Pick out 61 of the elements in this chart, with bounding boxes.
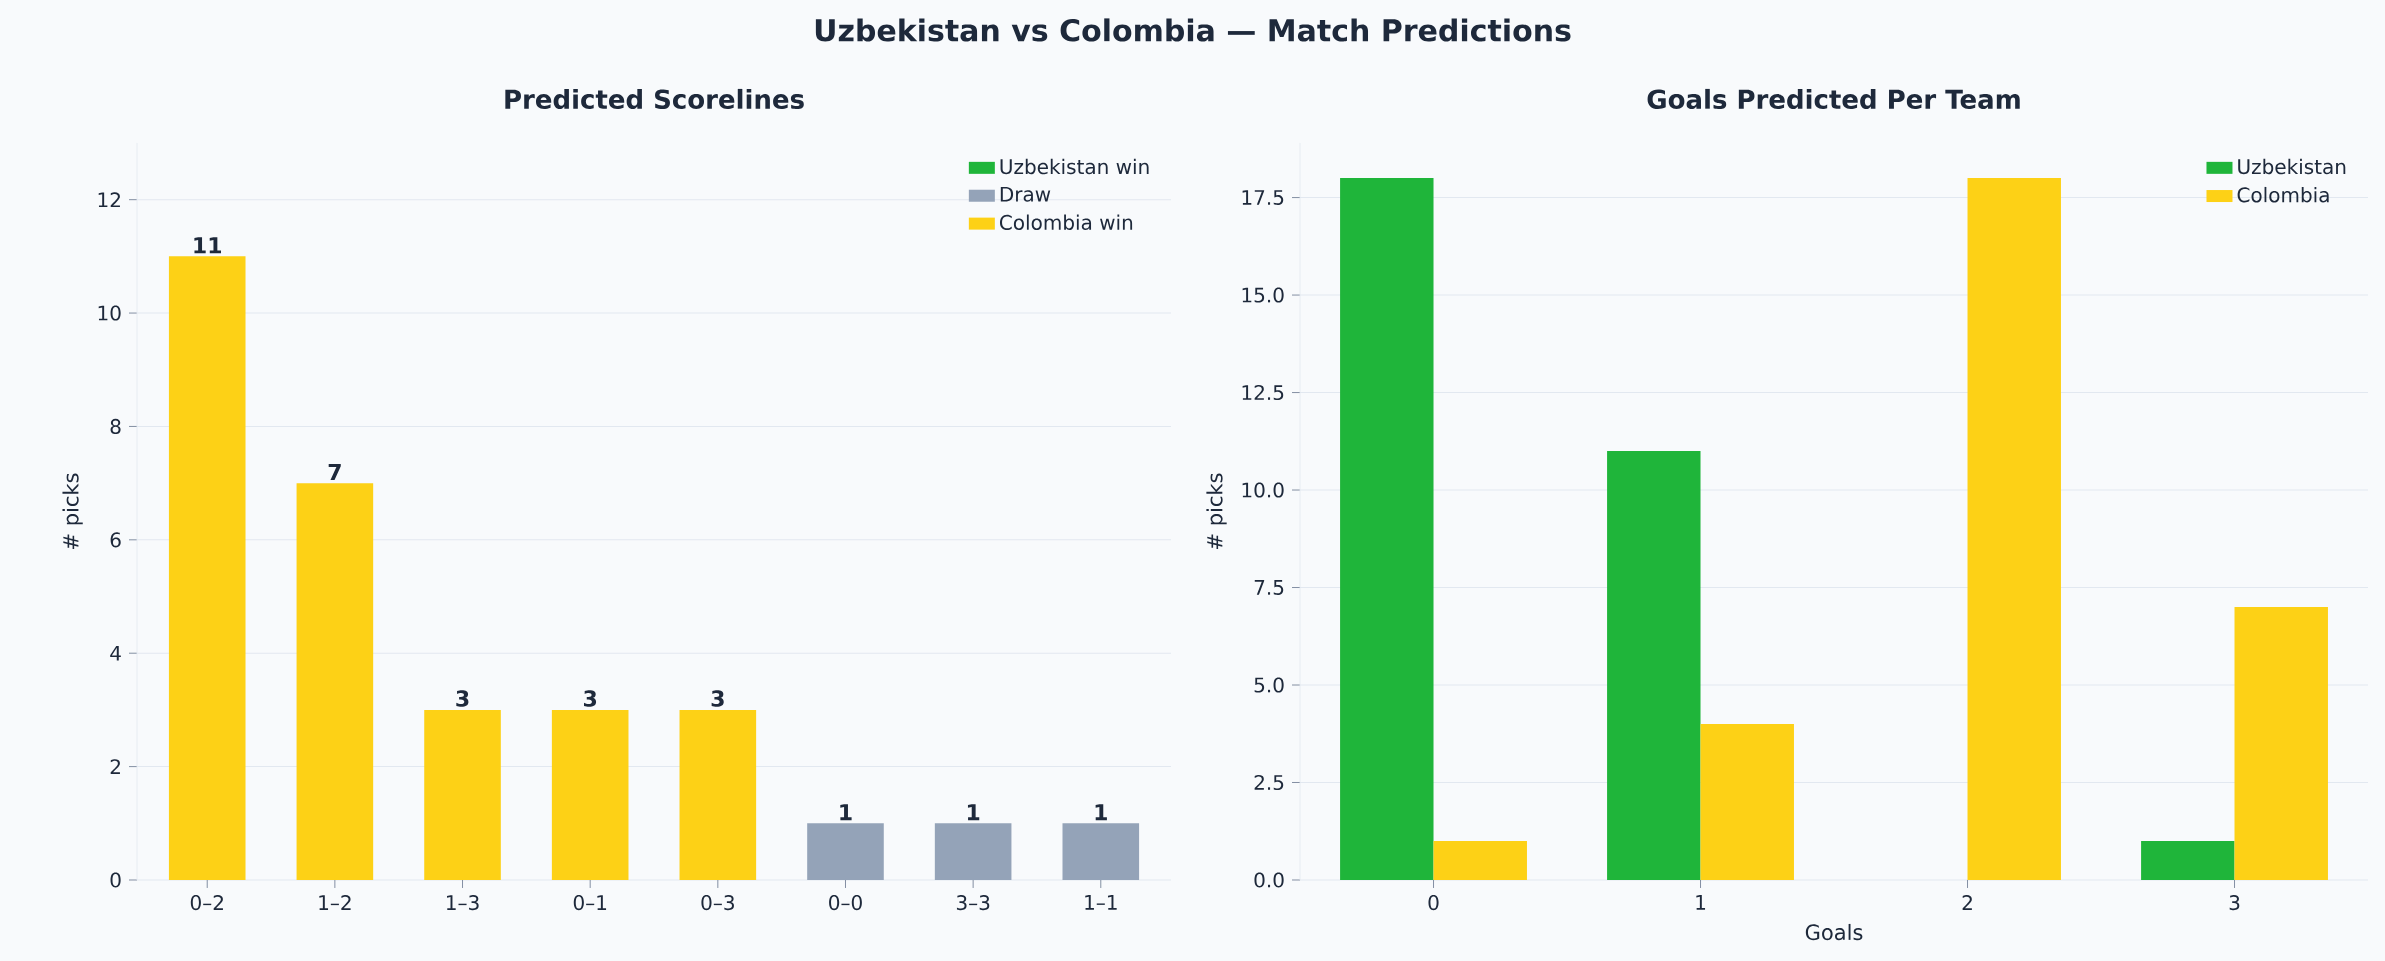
bar	[296, 483, 374, 880]
data-label: 3	[456, 690, 469, 707]
text: Uzbekistan vs Colombia — Match Predictions	[815, 18, 1571, 42]
bar	[934, 823, 1012, 880]
x-tick-label: 3	[2229, 895, 2240, 911]
legend-label: Uzbekistan win	[1000, 158, 1149, 175]
y-tick-label: 5.0	[1254, 677, 1284, 693]
bar	[807, 823, 884, 880]
y-tick-label: 2.5	[1254, 774, 1284, 791]
legend-label: Colombia	[2237, 186, 2329, 203]
y-tick-label: 12.5	[1242, 384, 1284, 401]
bar	[1062, 823, 1140, 880]
legend-label: Colombia win	[999, 214, 1133, 230]
bar	[1607, 451, 1701, 880]
data-label: 1	[967, 804, 980, 821]
bar	[168, 256, 246, 880]
data-label: 1	[840, 804, 852, 821]
data-label: 7	[328, 464, 341, 481]
x-tick-label: 0–2	[190, 895, 223, 911]
x-tick-label: 0–3	[701, 895, 734, 911]
bar	[1700, 724, 1794, 880]
x-tick-label: 0–1	[573, 895, 607, 911]
y-tick-label: 2	[110, 759, 120, 775]
x-tick-label: 0	[1428, 895, 1439, 911]
x-tick-label: 1	[1696, 895, 1706, 910]
y-tick-label: 7.5	[1254, 580, 1284, 595]
x-tick-label: 3–3	[956, 895, 990, 911]
bar	[551, 709, 629, 880]
y-axis-title: # picks	[1206, 473, 1227, 549]
y-tick-label: 6	[110, 532, 121, 548]
bar	[424, 709, 501, 880]
y-tick-label: 8	[110, 418, 121, 435]
y-tick-label: 4	[110, 645, 121, 661]
y-tick-label: 0	[110, 872, 121, 888]
data-label: 3	[711, 690, 724, 707]
y-tick-label: 17.5	[1242, 190, 1284, 205]
x-tick-label: 1–3	[447, 895, 479, 911]
y-tick-label: 15.0	[1242, 287, 1284, 303]
data-label: 1	[1095, 804, 1107, 821]
bar	[1433, 840, 1527, 880]
y-axis-title: # picks	[62, 473, 83, 549]
y-tick-label: 10.0	[1242, 482, 1284, 498]
bar	[1340, 178, 1434, 880]
x-tick-label: 1–1	[1085, 895, 1117, 910]
x-axis-title: Goals	[1805, 923, 1863, 941]
y-tick-label: 12	[98, 192, 120, 208]
y-tick-label: 10	[98, 305, 121, 321]
bar	[1967, 178, 2061, 880]
bar	[679, 709, 757, 880]
legend-label: Draw	[1000, 186, 1051, 202]
bar	[2234, 607, 2328, 880]
x-tick-label: 1–2	[319, 895, 351, 910]
y-tick-label: 0.0	[1254, 872, 1284, 888]
data-label: 3	[584, 690, 597, 707]
chart-title: Predicted Scorelines	[505, 88, 804, 110]
x-tick-label: 0–0	[829, 895, 862, 911]
legend-label: Uzbekistan	[2238, 158, 2346, 175]
chart-title: Goals Predicted Per Team	[1647, 88, 2020, 110]
x-tick-label: 2	[1962, 895, 1972, 910]
data-label: 11	[194, 237, 221, 254]
bar	[2141, 840, 2235, 880]
